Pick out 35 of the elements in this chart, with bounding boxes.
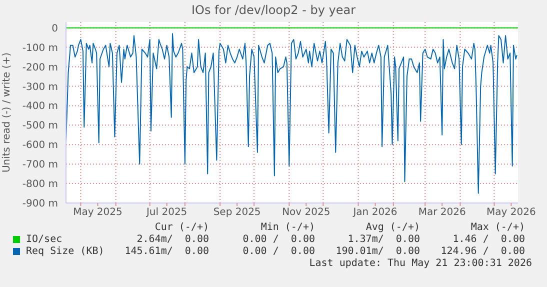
text: Avg (-/+) bbox=[366, 222, 420, 233]
y-tick-label: -300 m bbox=[22, 82, 58, 93]
y-axis-title: Units read (-) / write (+) bbox=[2, 52, 13, 173]
x-tick-label: May 2026 bbox=[486, 207, 536, 218]
text: 2.64m/ 0.00 bbox=[136, 234, 209, 245]
x-tick-label: Sep 2025 bbox=[213, 207, 261, 218]
line-series bbox=[66, 33, 518, 194]
text: Min (-/+) bbox=[260, 222, 315, 233]
y-tick-label: -700 m bbox=[22, 160, 58, 171]
x-tick-label: Jan 2026 bbox=[352, 207, 398, 218]
chart-title: IOs for /dev/loop2 - by year bbox=[190, 3, 357, 17]
x-tick-label: Jul 2025 bbox=[145, 207, 188, 218]
x-tick-label: Mar 2026 bbox=[418, 207, 466, 218]
y-tick-label: -500 m bbox=[22, 120, 58, 132]
y-tick-label: -200 m bbox=[22, 62, 58, 74]
text: 145.61m/ 0.00 bbox=[124, 246, 209, 257]
y-tick-label: -400 m bbox=[22, 101, 58, 112]
y-tick-label: -100 m bbox=[22, 42, 58, 54]
text: 124.96 / 0.00 bbox=[440, 246, 525, 257]
y-tick-label: -900 m bbox=[22, 198, 58, 210]
legend-label: Req Size (KB) bbox=[26, 246, 104, 257]
y-tick-label: 0 bbox=[52, 23, 58, 34]
text: 0.00 / 0.00 bbox=[242, 246, 315, 257]
y-tick-label: -600 m bbox=[22, 140, 58, 152]
x-tick-label: Nov 2025 bbox=[282, 207, 330, 218]
text: 190.01m/ 0.00 bbox=[336, 246, 420, 257]
text: 1.46 / 0.00 bbox=[452, 234, 525, 245]
text: Cur (-/+) bbox=[154, 222, 209, 233]
text: 1.37m/ 0.00 bbox=[348, 234, 420, 245]
legend-label: IO/sec bbox=[26, 234, 62, 245]
text: Max (-/+) bbox=[470, 222, 525, 233]
y-tick-label: -800 m bbox=[22, 179, 58, 190]
text: Last update: Thu May 21 23:00:31 2026 bbox=[309, 258, 532, 269]
x-tick-label: May 2025 bbox=[73, 207, 122, 218]
text: 0.00 / 0.00 bbox=[242, 234, 315, 245]
